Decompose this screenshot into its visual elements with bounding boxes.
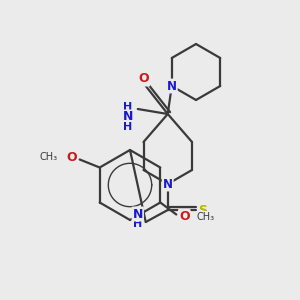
- Text: CH₃: CH₃: [40, 152, 58, 163]
- Text: S: S: [198, 203, 207, 217]
- Text: O: O: [179, 210, 190, 223]
- Text: O: O: [138, 73, 149, 85]
- Text: O: O: [66, 151, 77, 164]
- Text: H: H: [133, 219, 142, 229]
- Text: N: N: [167, 80, 177, 92]
- Text: N: N: [133, 208, 143, 220]
- Text: CH₃: CH₃: [196, 212, 214, 221]
- Text: N: N: [123, 110, 133, 124]
- Text: H: H: [123, 122, 132, 132]
- Text: N: N: [163, 178, 173, 190]
- Text: H: H: [123, 102, 132, 112]
